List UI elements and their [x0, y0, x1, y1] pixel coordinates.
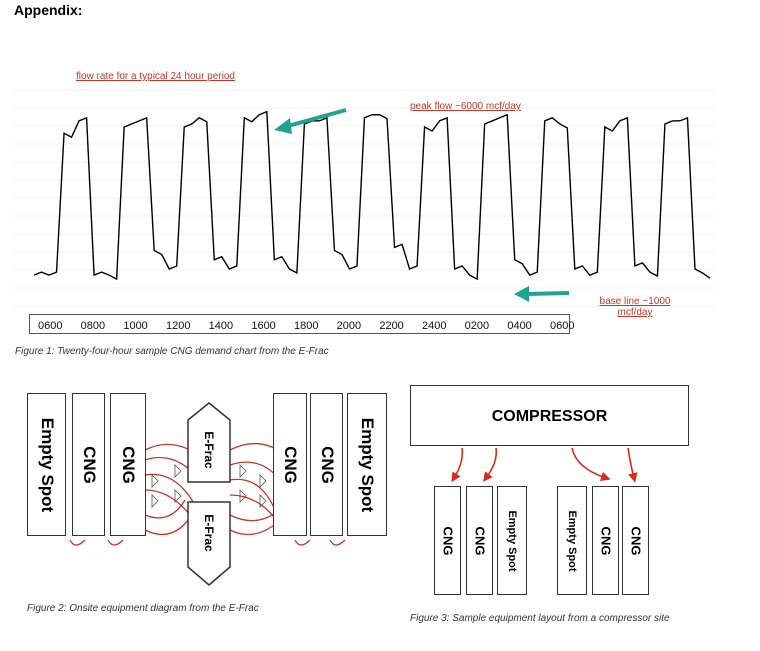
x-tick-label: 0800 [80, 320, 106, 332]
x-axis-box [29, 314, 570, 334]
compressor-label: COMPRESSOR [491, 408, 608, 425]
chart-grid [14, 89, 714, 307]
demand-chart [14, 89, 714, 307]
x-tick-label: 2400 [422, 320, 447, 332]
x-tick-label: 0400 [507, 320, 532, 332]
slot-cng: CNG [466, 486, 493, 595]
x-tick-label: 0600 [38, 320, 63, 332]
peak-arrow [274, 108, 347, 134]
slot-cng: CNG [310, 393, 343, 536]
figure-1-caption: Figure 1: Twenty-four-hour sample CNG de… [15, 346, 329, 357]
x-tick-label: 1600 [251, 320, 276, 332]
annotation-title-note: flow rate for a typical 24 hour period [76, 71, 235, 82]
efrac-unit-top: E-Frac [202, 431, 216, 469]
slot-empty-spot: Empty Spot [347, 393, 387, 536]
efrac-unit-bottom: E-Frac [202, 514, 216, 552]
slot-cng: CNG [273, 393, 307, 536]
slot-empty-spot: Empty Spot [557, 486, 587, 595]
compressor-box: COMPRESSOR [410, 385, 689, 446]
slot-empty-spot: Empty Spot [497, 486, 527, 595]
x-tick-label: 1400 [208, 320, 234, 332]
compressor-feed-arrows [451, 447, 638, 483]
baseline-arrow [514, 286, 570, 302]
x-tick-label: 0600 [550, 320, 575, 332]
efrac-units [187, 402, 231, 586]
slot-cng: CNG [110, 393, 146, 536]
x-tick-label: 1000 [123, 320, 148, 332]
x-tick-label: 2200 [379, 320, 404, 332]
demand-line [33, 110, 711, 281]
x-tick-label: 1200 [166, 320, 191, 332]
x-tick-label: 0200 [464, 320, 490, 332]
annotation-baseline: base line ~1000 mcf/day [599, 296, 671, 318]
figure-2-caption: Figure 2: Onsite equipment diagram from … [27, 603, 259, 614]
slot-cng: CNG [72, 393, 105, 536]
slot-cng: CNG [622, 486, 649, 595]
x-tick-label: 1800 [294, 320, 319, 332]
page-heading: Appendix: [14, 2, 83, 18]
slot-cng: CNG [592, 486, 619, 595]
slot-empty-spot: Empty Spot [27, 393, 66, 536]
annotation-peak: peak flow ~6000 mcf/day [410, 101, 521, 112]
x-tick-label: 2000 [336, 320, 362, 332]
figure-3-caption: Figure 3: Sample equipment layout from a… [410, 613, 670, 624]
slot-cng: CNG [434, 486, 461, 595]
